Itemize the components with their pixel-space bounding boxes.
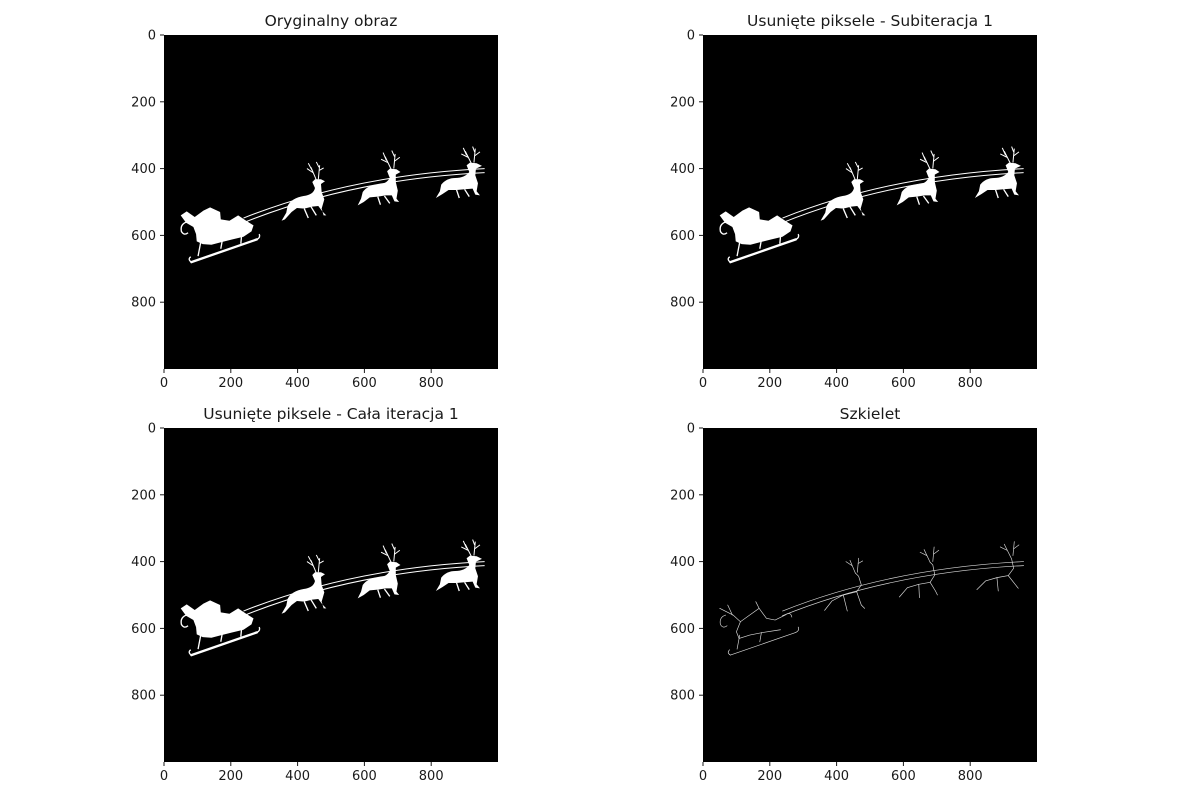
y-tick-label: 600 (670, 229, 695, 244)
y-tick-label: 400 (131, 162, 156, 177)
y-tick-label: 600 (131, 622, 156, 637)
y-tick-label: 0 (687, 29, 695, 44)
x-tick-label: 600 (352, 376, 377, 391)
x-tick-label: 200 (218, 769, 243, 784)
x-tick-label: 200 (757, 769, 782, 784)
x-tick-label: 400 (285, 376, 310, 391)
y-tick-label: 400 (670, 555, 695, 570)
x-tick-label: 400 (824, 376, 849, 391)
x-tick-label: 0 (160, 769, 168, 784)
x-tick-label: 800 (958, 769, 983, 784)
y-tick-label: 400 (670, 162, 695, 177)
panel-title: Szkielet (840, 405, 901, 423)
y-tick-label: 800 (131, 296, 156, 311)
x-tick-label: 600 (891, 769, 916, 784)
y-tick-label: 600 (131, 229, 156, 244)
image-area (164, 428, 498, 762)
panel-2: Usunięte piksele - Subiteracja 1 0 0 200 200… (670, 12, 1037, 391)
x-tick-label: 0 (160, 376, 168, 391)
x-tick-label: 200 (757, 376, 782, 391)
panel-title: Oryginalny obraz (265, 12, 398, 30)
panel-3: Usunięte piksele - Cała iteracja 1 0 0 200 2… (131, 405, 498, 784)
panel-title: Usunięte piksele - Subiteracja 1 (747, 12, 993, 30)
panel-4: Szkielet 0 0 200 200 400 400 600 600 800 800 (670, 405, 1037, 784)
image-area (703, 35, 1037, 369)
image-area (164, 35, 498, 369)
y-tick-label: 400 (131, 555, 156, 570)
panel-title: Usunięte piksele - Cała iteracja 1 (203, 405, 459, 423)
panel-1: Oryginalny obraz 0 0 200 200 400 400 600 600 800 8… (131, 12, 498, 391)
y-tick-label: 200 (131, 488, 156, 503)
x-tick-label: 0 (699, 769, 707, 784)
y-tick-label: 800 (670, 296, 695, 311)
x-tick-label: 200 (218, 376, 243, 391)
image-area (703, 428, 1037, 762)
x-tick-label: 0 (699, 376, 707, 391)
y-tick-label: 0 (148, 422, 156, 437)
x-tick-label: 800 (419, 769, 444, 784)
x-tick-label: 800 (958, 376, 983, 391)
y-tick-label: 0 (148, 29, 156, 44)
y-tick-label: 200 (131, 95, 156, 110)
y-tick-label: 800 (131, 689, 156, 704)
x-tick-label: 400 (285, 769, 310, 784)
y-tick-label: 200 (670, 95, 695, 110)
x-tick-label: 800 (419, 376, 444, 391)
x-tick-label: 600 (352, 769, 377, 784)
x-tick-label: 400 (824, 769, 849, 784)
y-tick-label: 0 (687, 422, 695, 437)
y-tick-label: 800 (670, 689, 695, 704)
x-tick-label: 600 (891, 376, 916, 391)
y-tick-label: 600 (670, 622, 695, 637)
y-tick-label: 200 (670, 488, 695, 503)
